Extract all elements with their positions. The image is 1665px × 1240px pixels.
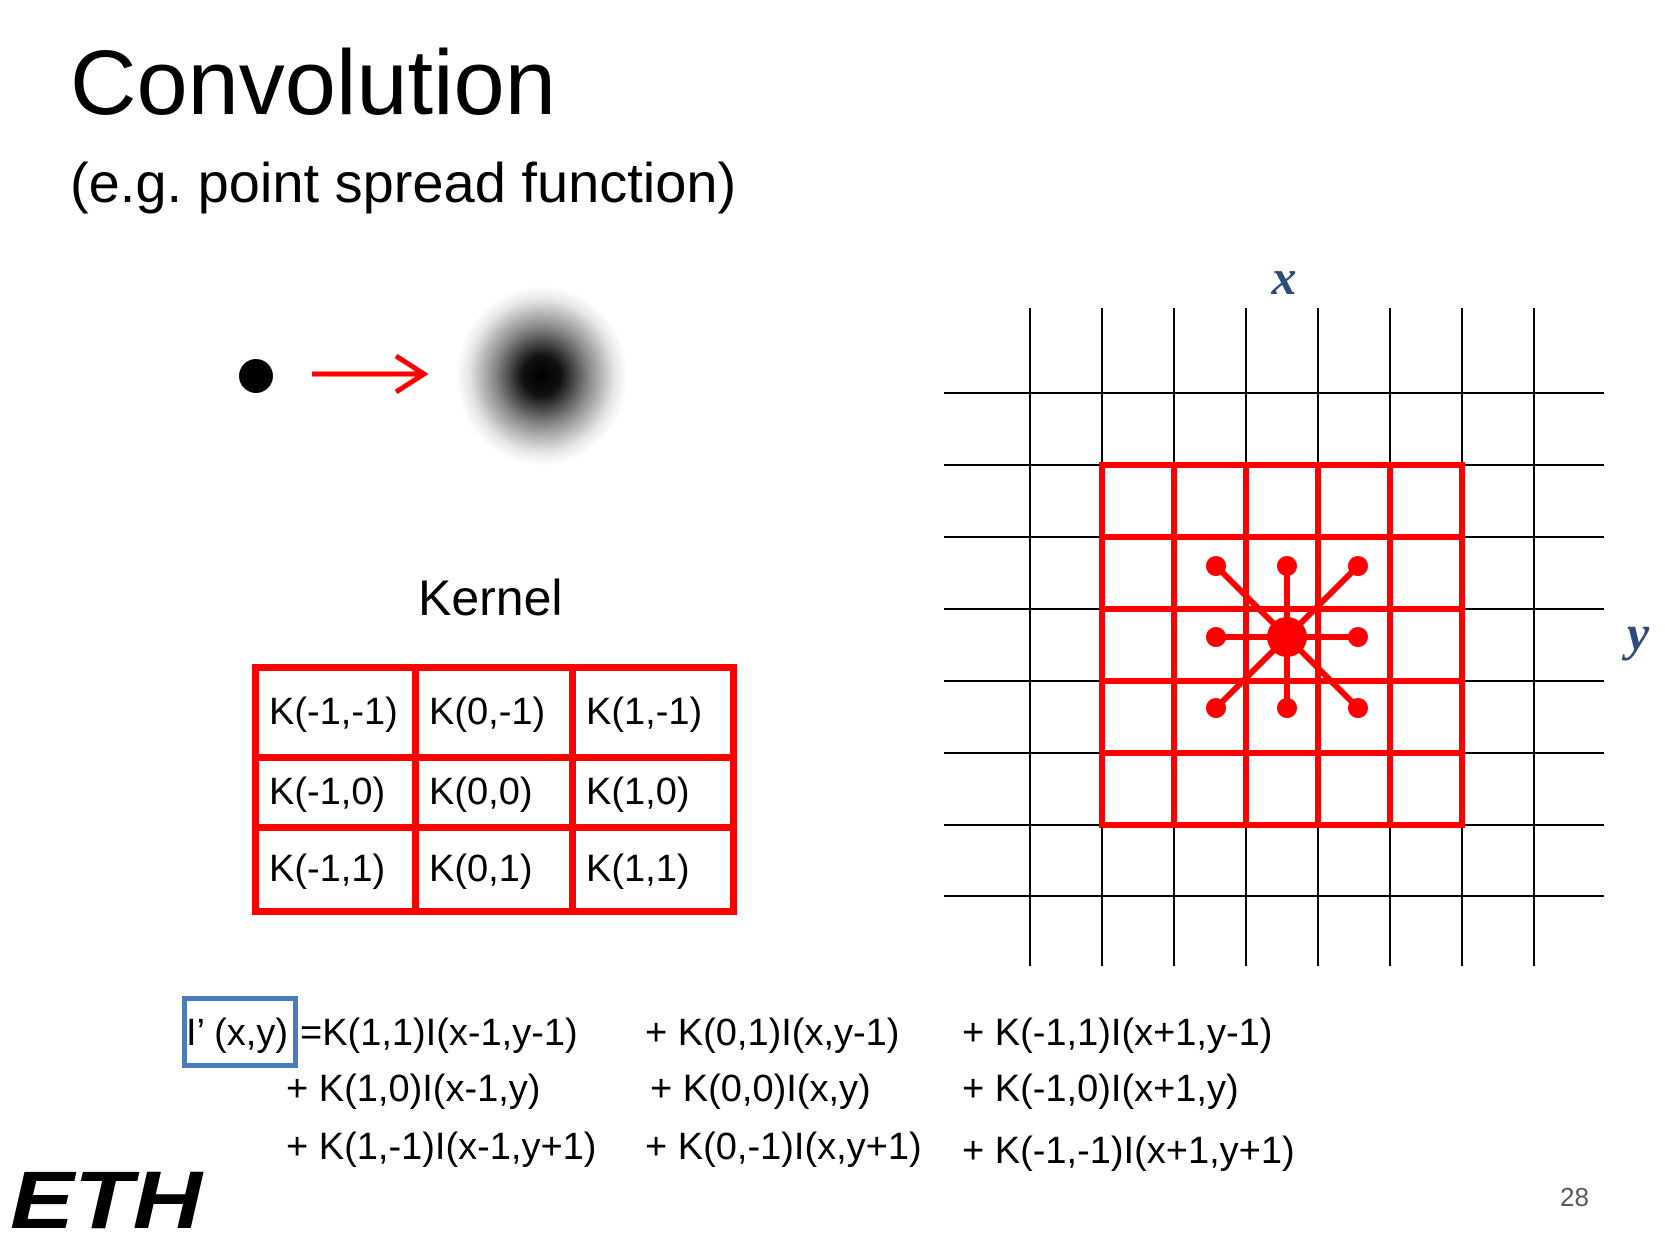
kernel-cell: K(-1,-1) [252, 664, 419, 761]
neighbor-dot [1206, 556, 1226, 576]
equation-term: + K(-1,-1)I(x+1,y+1) [962, 1130, 1295, 1172]
kernel-cell: K(1,1) [569, 824, 737, 915]
equation-term: + K(0,1)I(x,y-1) [645, 1012, 900, 1054]
kernel-cell: K(0,-1) [412, 664, 576, 761]
red-arrow-icon [312, 353, 429, 395]
x-axis-label: x [1271, 249, 1297, 305]
neighborhood-grid [1099, 462, 1465, 828]
equation-term: + K(0,-1)I(x,y+1) [645, 1126, 922, 1168]
kernel-cell: K(1,0) [569, 754, 737, 831]
kernel-label: Kernel [418, 570, 563, 626]
point-source-dot [239, 359, 273, 393]
blurred-point [456, 286, 628, 466]
neighbor-dot [1348, 698, 1368, 718]
equation-term: + K(0,0)I(x,y) [650, 1068, 871, 1110]
equation-term: + K(-1,0)I(x+1,y) [962, 1068, 1239, 1110]
kernel-row: K(-1,1) K(0,1) K(1,1) [252, 824, 737, 915]
equation-term: + K(1,0)I(x-1,y) [286, 1068, 541, 1110]
equation-term: + K(1,-1)I(x-1,y+1) [286, 1126, 597, 1168]
kernel-cell: K(-1,1) [252, 824, 419, 915]
slide-title: Convolution [70, 32, 556, 134]
output-pixel-highlight-box [182, 996, 298, 1068]
neighbor-connections [1206, 556, 1368, 718]
slide-subtitle: (e.g. point spread function) [70, 151, 737, 214]
neighbor-dot [1348, 627, 1368, 647]
neighbor-dot [1348, 556, 1368, 576]
equation-term: =K(1,1)I(x-1,y-1) [300, 1012, 578, 1054]
neighborhood-border [1099, 462, 1465, 828]
kernel-cell: K(0,0) [412, 754, 576, 831]
neighbor-dot [1206, 698, 1226, 718]
center-pixel-dot [1267, 617, 1307, 657]
kernel-row: K(-1,-1) K(0,-1) K(1,-1) [252, 664, 737, 761]
kernel-cell: K(0,1) [412, 824, 576, 915]
y-axis-label: y [1622, 605, 1650, 661]
page-number: 28 [1560, 1182, 1589, 1212]
kernel-table: K(-1,-1) K(0,-1) K(1,-1) K(-1,0) K(0,0) … [252, 664, 737, 915]
kernel-row: K(-1,0) K(0,0) K(1,0) [252, 754, 737, 831]
equation-term: + K(-1,1)I(x+1,y-1) [962, 1012, 1273, 1054]
kernel-cell: K(-1,0) [252, 754, 419, 831]
equation-lhs: I’ (x,y) [186, 1012, 289, 1054]
neighbor-dot [1277, 556, 1297, 576]
kernel-cell: K(1,-1) [569, 664, 737, 761]
eth-logo-text: ETH [10, 1166, 204, 1236]
neighbor-dot [1277, 698, 1297, 718]
eth-logo: ETH [10, 1166, 204, 1236]
neighbor-dot [1206, 627, 1226, 647]
